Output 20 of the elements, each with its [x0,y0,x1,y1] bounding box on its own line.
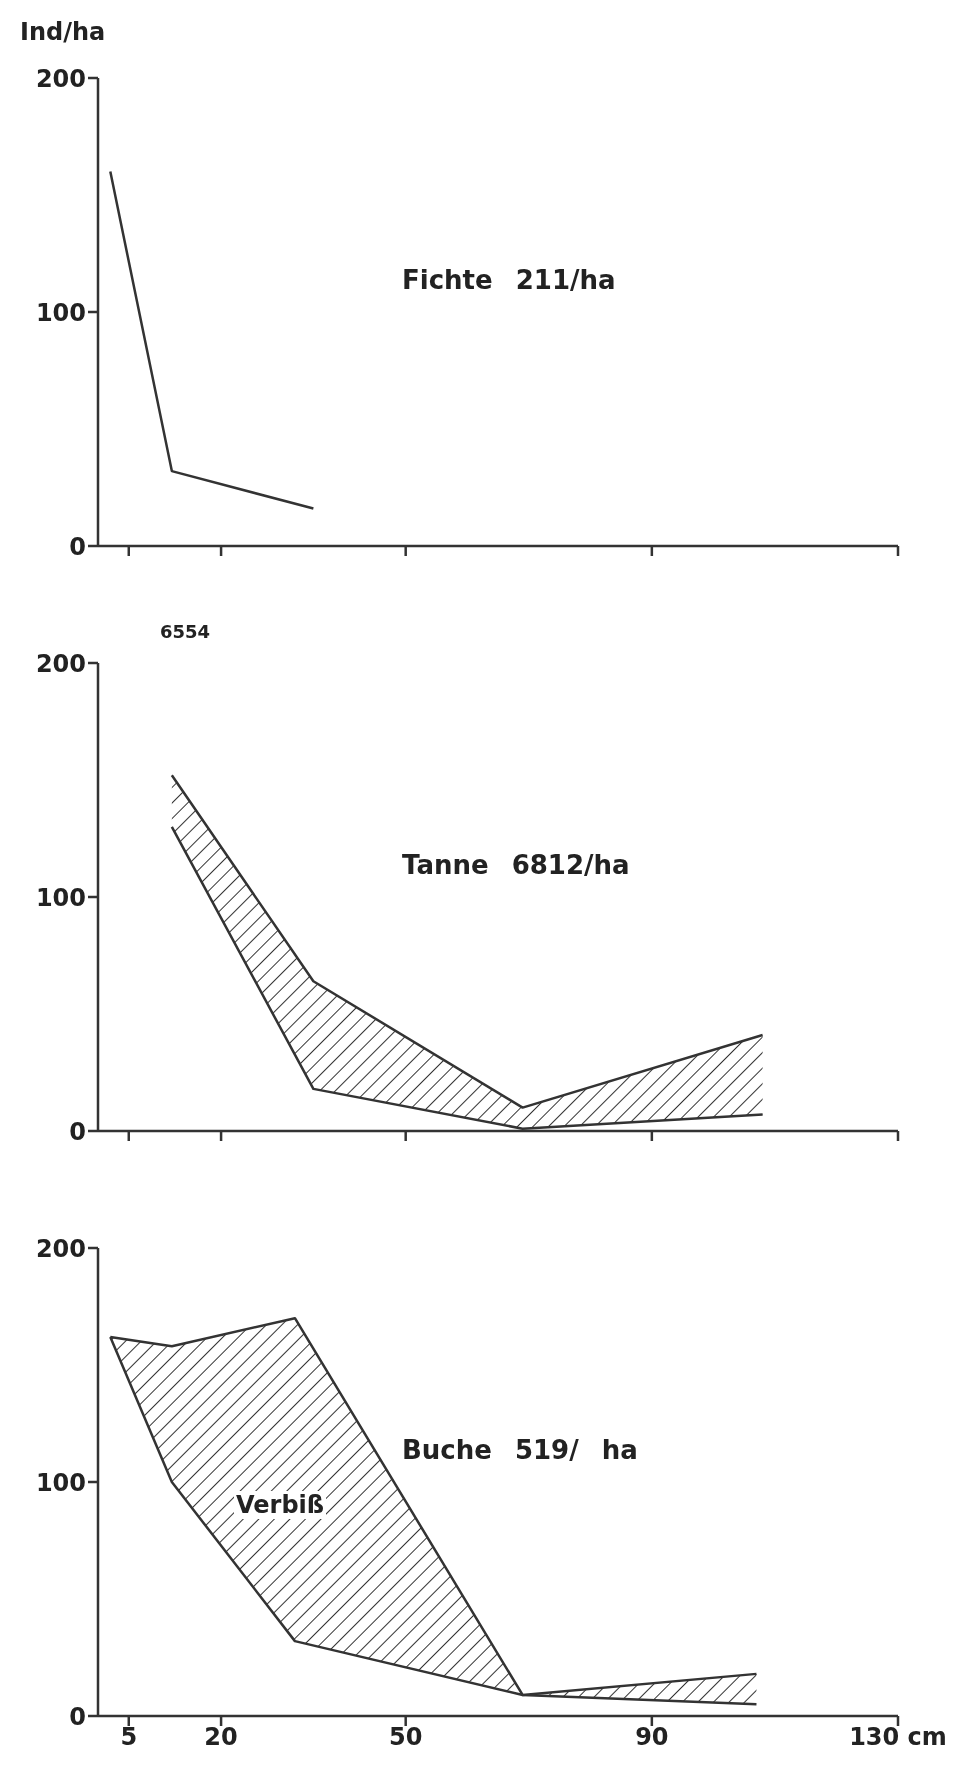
y-tick-label: 200 [35,64,86,93]
y-tick-label: 200 [35,1234,86,1263]
x-tick-label: 130 cm [849,1723,947,1752]
y-tick-label: 100 [35,298,86,327]
y-tick-label: 200 [35,649,86,678]
text: Tanne 6812/ha [402,850,630,881]
y-tick-label: 0 [69,532,86,561]
y-tick-label: 0 [69,1702,86,1731]
text: 6554 [159,621,212,642]
text: Fichte 211/ha [402,265,616,296]
y-tick-label: 100 [35,1468,86,1497]
y-tick-label: 0 [69,1117,86,1146]
x-tick-label: 20 [204,1723,238,1752]
y-axis-title: Ind/ha [20,18,106,46]
x-tick-label: 50 [388,1723,423,1752]
annotation: Verbiß [234,1491,327,1520]
x-tick-label: 5 [120,1723,138,1752]
x-tick-label: 90 [635,1723,669,1752]
text: Buche 519/ ha [402,1435,638,1466]
y-tick-label: 100 [35,883,86,912]
